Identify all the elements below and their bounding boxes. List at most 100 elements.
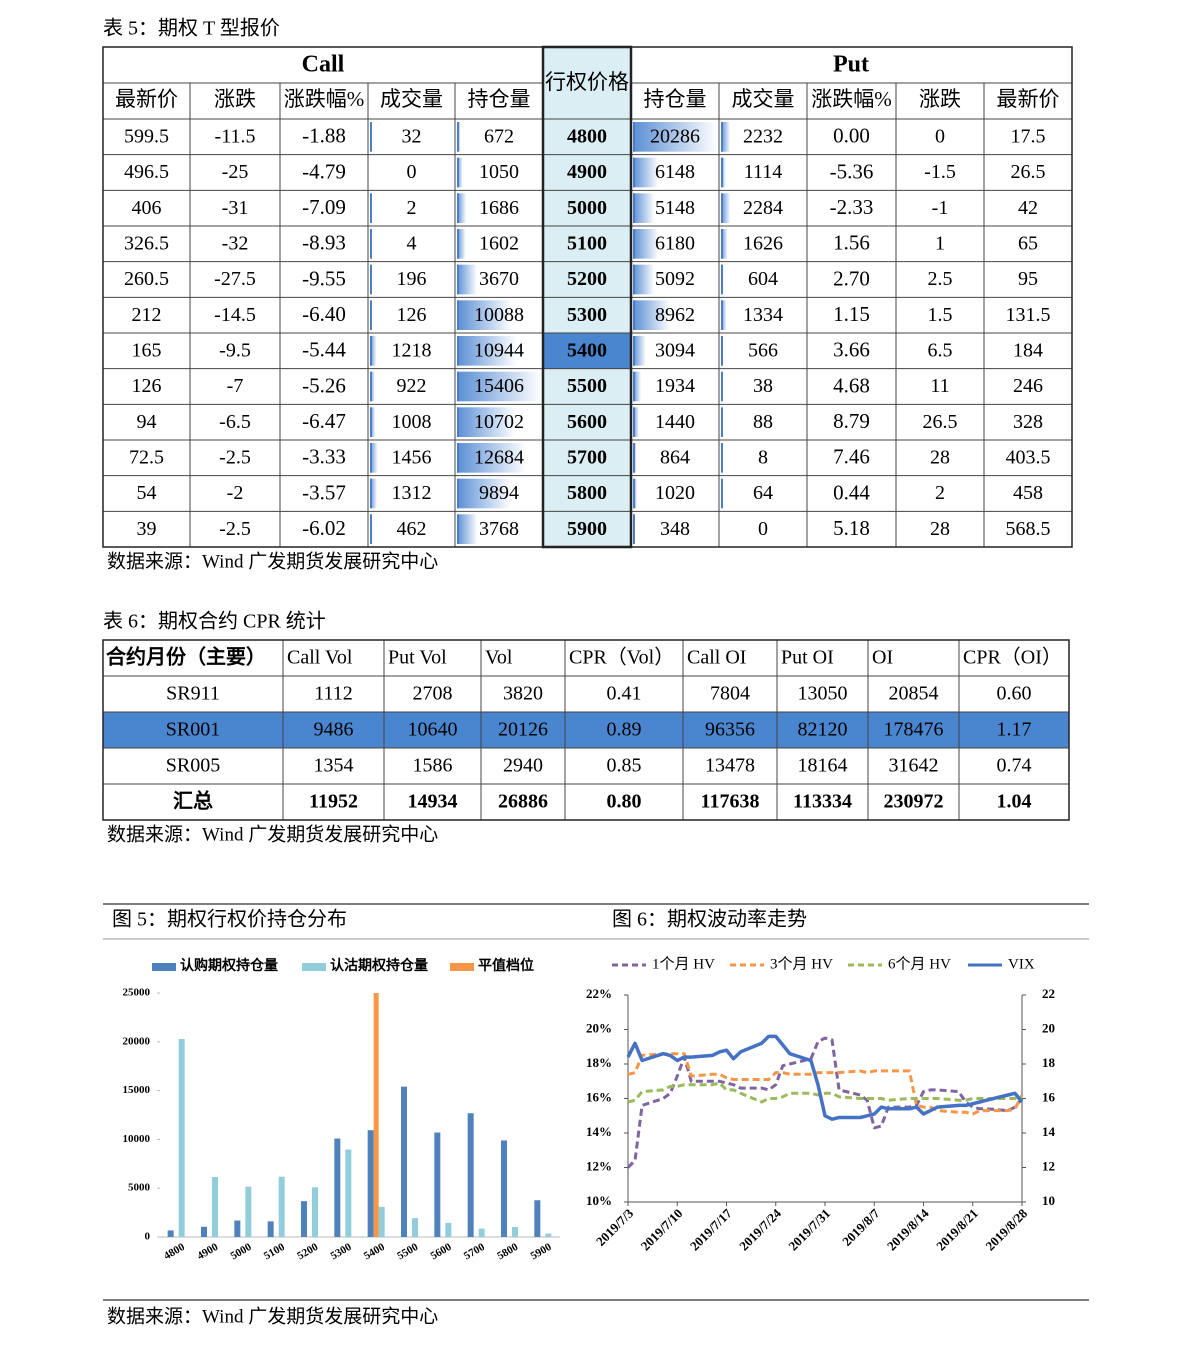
data-bar-edge	[721, 443, 723, 473]
table-cell: 403.5	[1006, 446, 1051, 468]
x-tick-label: 2019/8/7	[839, 1205, 883, 1249]
table-cell: -14.5	[214, 304, 256, 326]
data-bar	[370, 407, 376, 437]
table-cell: -27.5	[214, 268, 256, 290]
bar	[478, 1228, 485, 1237]
table-cell: 88	[753, 411, 773, 433]
table-cell: 5000	[567, 197, 607, 219]
legend-label: 认购期权持仓量	[180, 957, 278, 974]
table-cell: -6.40	[302, 302, 346, 326]
data-bar-edge	[633, 122, 635, 152]
table-cell: 0.41	[607, 683, 642, 705]
x-tick-label: 5400	[362, 1241, 387, 1263]
y-tick-label: 10000	[123, 1133, 151, 1145]
table-cell: 0.80	[607, 791, 642, 813]
data-bar-edge	[721, 407, 723, 437]
data-bar	[633, 264, 655, 295]
data-bar	[370, 371, 375, 402]
x-tick-label: 5200	[295, 1241, 320, 1263]
table-cell: 0.60	[997, 683, 1032, 705]
data-bar	[457, 478, 511, 509]
data-bar-edge	[721, 478, 723, 509]
y-tick-label: 10%	[586, 1193, 612, 1208]
strike-bg	[543, 440, 631, 476]
table-cell: 1456	[392, 446, 432, 468]
table-cell: 1934	[655, 375, 695, 397]
data-bar-edge	[633, 336, 635, 366]
column-header: 涨跌幅%	[811, 87, 892, 111]
table-cell: 568.5	[1006, 518, 1051, 540]
table-cell: 1334	[743, 304, 783, 326]
data-bar-edge	[721, 229, 723, 259]
data-bar-edge	[457, 229, 459, 259]
table-cell: 0.89	[607, 719, 642, 741]
legend-label: 1个月 HV	[652, 955, 715, 972]
y-tick-label: 15000	[123, 1084, 151, 1096]
table-cell: 4800	[567, 125, 607, 147]
data-bar-edge	[633, 514, 635, 544]
data-bar-edge	[370, 371, 372, 402]
table-cell: 1112	[314, 683, 353, 705]
table-cell: 599.5	[124, 125, 169, 147]
bar	[312, 1187, 318, 1237]
table-cell: -2.33	[830, 195, 874, 219]
data-bar	[633, 371, 642, 402]
table-cell: 1354	[314, 755, 354, 777]
table-cell: 1008	[392, 411, 432, 433]
table-cell: 6180	[655, 232, 695, 254]
table-cell: 0	[758, 518, 768, 540]
table-cell: 4900	[567, 161, 607, 183]
table-cell: 10640	[408, 719, 458, 741]
table-cell: 0.85	[607, 755, 642, 777]
table-cell: 566	[748, 339, 778, 361]
bar	[467, 1113, 474, 1237]
table-cell: -7.09	[302, 195, 346, 219]
y2-tick-label: 16	[1042, 1089, 1056, 1104]
table-caption: 表 5：期权 T 型报价	[103, 17, 280, 40]
x-tick-label: 5800	[495, 1241, 520, 1263]
strike-bg	[543, 190, 631, 226]
data-bar	[633, 478, 638, 509]
table-cell: 3820	[503, 683, 543, 705]
table-cell: 15406	[474, 375, 524, 397]
table-cell: 42	[1018, 197, 1038, 219]
table-cell: 2	[935, 482, 945, 504]
data-bar-edge	[370, 193, 372, 223]
data-bar	[633, 336, 646, 366]
data-bar	[457, 229, 466, 259]
table-cell: 5800	[567, 482, 607, 504]
bar	[278, 1176, 285, 1237]
y2-tick-label: 12	[1042, 1158, 1055, 1173]
table-cell: 0.00	[833, 124, 870, 148]
table-cell: 5148	[655, 197, 695, 219]
bar	[234, 1220, 241, 1237]
column-header: 成交量	[380, 87, 443, 111]
table-cell: 96356	[705, 719, 755, 741]
table-cell: 28	[930, 518, 950, 540]
table-cell: -1.88	[302, 124, 346, 148]
figure-title: 图 5：期权行权价持仓分布	[112, 908, 347, 931]
x-tick-label: 5500	[395, 1241, 420, 1263]
table-cell: 10944	[474, 339, 524, 361]
column-header: Call Vol	[287, 647, 353, 669]
strike-bg	[543, 119, 631, 155]
data-bar	[457, 514, 478, 544]
table-cell: 165	[132, 339, 162, 361]
y-tick-label: 12%	[586, 1158, 612, 1173]
data-bar	[457, 300, 513, 330]
table-cell: 11	[930, 375, 949, 397]
y2-tick-label: 14	[1042, 1124, 1056, 1139]
y-tick-label: 18%	[586, 1055, 612, 1070]
y-tick-label: 20000	[123, 1035, 151, 1047]
table-cell: -6.5	[219, 411, 251, 433]
bar	[378, 1206, 385, 1237]
bar	[212, 1176, 218, 1237]
data-bar-edge	[370, 122, 372, 152]
table-cell: 178476	[884, 719, 944, 741]
data-bar-edge	[370, 443, 372, 473]
call-label: Call	[302, 52, 345, 78]
strike-bg	[543, 154, 631, 191]
legend-label: 3个月 HV	[770, 955, 833, 972]
table-cell: 5200	[567, 268, 607, 290]
data-bar	[721, 229, 728, 259]
